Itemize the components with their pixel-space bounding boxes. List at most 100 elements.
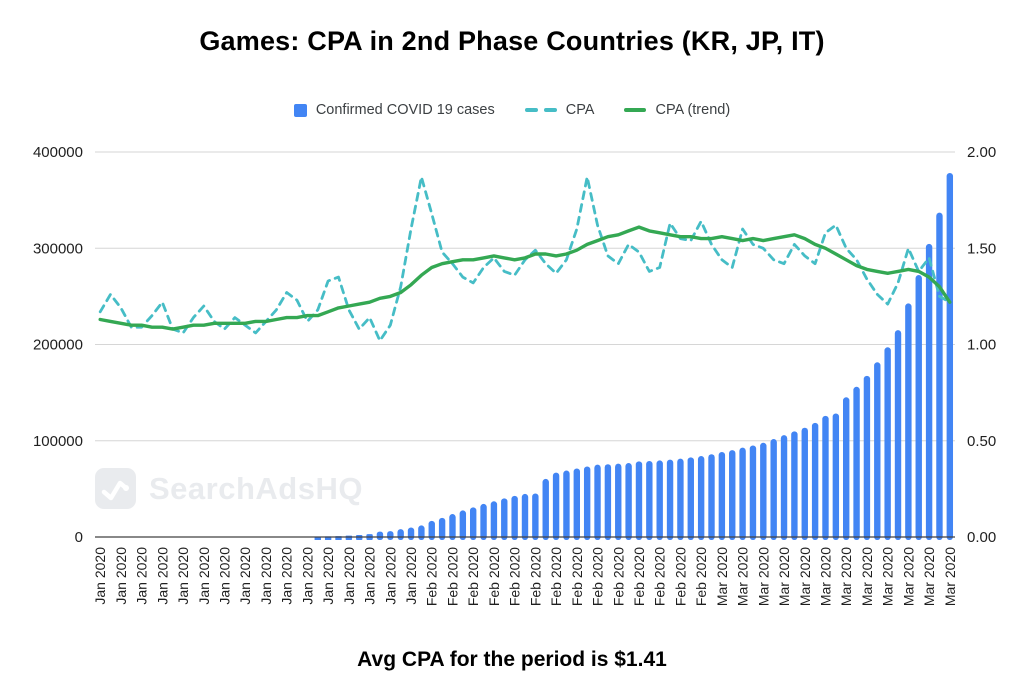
svg-text:Mar 2020: Mar 2020 xyxy=(755,547,771,606)
bar xyxy=(905,303,912,540)
y-axis-labels-right: 2.00 1.50 1.00 0.50 0.00 xyxy=(967,144,996,546)
bar xyxy=(469,507,477,540)
bar-swatch-icon xyxy=(293,103,307,117)
svg-text:Mar 2020: Mar 2020 xyxy=(921,547,937,606)
bar xyxy=(387,531,394,540)
legend-item-cpa: CPA xyxy=(524,102,595,118)
svg-text:Feb 2020: Feb 2020 xyxy=(527,547,543,606)
bar xyxy=(376,531,384,540)
svg-text:Feb 2020: Feb 2020 xyxy=(569,547,585,606)
bar xyxy=(687,457,694,540)
svg-text:200000: 200000 xyxy=(33,337,83,354)
bar xyxy=(853,386,860,540)
svg-text:Jan 2020: Jan 2020 xyxy=(217,547,233,605)
legend-label: Confirmed COVID 19 cases xyxy=(315,102,495,118)
bar xyxy=(656,460,663,540)
bar xyxy=(397,529,404,540)
svg-text:100000: 100000 xyxy=(33,433,83,450)
svg-text:Mar 2020: Mar 2020 xyxy=(714,547,730,606)
svg-text:300000: 300000 xyxy=(33,240,83,257)
bar xyxy=(729,450,736,540)
dashed-line-swatch-icon xyxy=(524,108,557,112)
bar xyxy=(511,495,518,540)
svg-text:Jan 2020: Jan 2020 xyxy=(403,547,419,605)
bar xyxy=(646,460,653,540)
bar xyxy=(739,447,746,540)
svg-text:Jan 2020: Jan 2020 xyxy=(341,547,357,605)
bar xyxy=(915,275,922,540)
bar xyxy=(438,517,446,540)
bar xyxy=(832,413,840,540)
watermark: SearchAdsHQ xyxy=(95,468,363,509)
watermark-text: SearchAdsHQ xyxy=(149,470,363,506)
bar xyxy=(480,503,487,540)
svg-text:Jan 2020: Jan 2020 xyxy=(92,547,108,605)
cpa-dashed-line xyxy=(98,175,952,343)
bar xyxy=(894,330,902,540)
gridlines xyxy=(95,151,955,442)
svg-text:0: 0 xyxy=(75,529,83,546)
bar xyxy=(925,243,933,540)
svg-text:Feb 2020: Feb 2020 xyxy=(424,547,440,606)
legend-label: CPA (trend) xyxy=(655,102,731,118)
bar xyxy=(749,445,757,540)
svg-text:Feb 2020: Feb 2020 xyxy=(444,547,460,606)
bar xyxy=(760,442,767,540)
svg-text:Feb 2020: Feb 2020 xyxy=(465,547,481,606)
y-axis-labels-left: 400000 300000 200000 100000 0 xyxy=(33,144,83,546)
svg-text:Feb 2020: Feb 2020 xyxy=(652,547,668,606)
svg-text:Jan 2020: Jan 2020 xyxy=(134,547,150,605)
svg-text:Jan 2020: Jan 2020 xyxy=(196,547,212,605)
bar xyxy=(604,464,612,540)
bar xyxy=(708,454,715,540)
bar xyxy=(563,470,570,540)
svg-text:Mar 2020: Mar 2020 xyxy=(817,547,833,606)
svg-text:Feb 2020: Feb 2020 xyxy=(548,547,564,606)
bar xyxy=(801,427,808,540)
chart-canvas: 400000 300000 200000 100000 0 2.00 1.50 1.00 0.5… xyxy=(33,144,996,606)
bar xyxy=(490,501,498,540)
bar xyxy=(625,463,632,540)
svg-text:Feb 2020: Feb 2020 xyxy=(610,547,626,606)
bar xyxy=(615,463,622,540)
bar xyxy=(946,172,954,540)
svg-text:Feb 2020: Feb 2020 xyxy=(693,547,709,606)
svg-text:Jan 2020: Jan 2020 xyxy=(299,547,315,605)
svg-text:0.00: 0.00 xyxy=(967,529,996,546)
solid-line-swatch-icon xyxy=(624,107,647,113)
bar xyxy=(936,212,943,540)
svg-text:Mar 2020: Mar 2020 xyxy=(797,547,813,606)
watermark-logo-icon xyxy=(95,468,136,509)
bar xyxy=(780,435,788,540)
svg-text:Mar 2020: Mar 2020 xyxy=(942,547,958,606)
bar xyxy=(542,478,549,540)
svg-text:2.00: 2.00 xyxy=(967,144,996,161)
svg-text:Feb 2020: Feb 2020 xyxy=(631,547,647,606)
bar xyxy=(635,461,643,540)
svg-text:0.50: 0.50 xyxy=(967,433,996,450)
bar xyxy=(573,468,581,540)
chart-caption: Avg CPA for the period is $1.41 xyxy=(357,648,667,671)
svg-text:Jan 2020: Jan 2020 xyxy=(237,547,253,605)
svg-text:400000: 400000 xyxy=(33,144,83,161)
bar xyxy=(677,458,684,540)
bar xyxy=(345,535,353,540)
svg-text:Jan 2020: Jan 2020 xyxy=(320,547,336,605)
x-axis-labels: Jan 2020 Jan 2020 Jan 2020 Jan 2020 Jan 2020… xyxy=(92,547,958,606)
chart-title: Games: CPA in 2nd Phase Countries (KR, J… xyxy=(199,26,825,56)
bar xyxy=(449,514,456,540)
bar xyxy=(501,498,508,540)
svg-text:Feb 2020: Feb 2020 xyxy=(486,547,502,606)
svg-text:1.00: 1.00 xyxy=(967,337,996,354)
svg-text:Mar 2020: Mar 2020 xyxy=(900,547,916,606)
bar xyxy=(697,456,705,540)
svg-text:Feb 2020: Feb 2020 xyxy=(672,547,688,606)
svg-text:Feb 2020: Feb 2020 xyxy=(590,547,606,606)
bar xyxy=(874,362,881,540)
bar xyxy=(666,459,674,540)
bar xyxy=(459,510,467,540)
svg-text:Mar 2020: Mar 2020 xyxy=(859,547,875,606)
legend-label: CPA xyxy=(565,102,595,118)
svg-text:Mar 2020: Mar 2020 xyxy=(838,547,854,606)
